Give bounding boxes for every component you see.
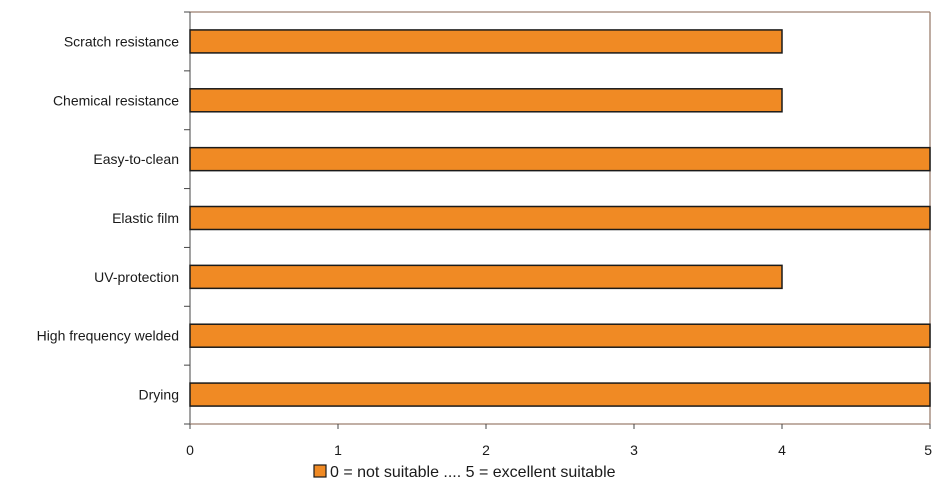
category-labels: Scratch resistance Chemical resistance Eas…	[37, 33, 180, 402]
category-label: Scratch resistance	[64, 33, 179, 49]
legend: 0 = not suitable .... 5 = excellent suit…	[313, 464, 616, 481]
category-label: Elastic film	[112, 210, 179, 226]
x-tick-label: 3	[630, 442, 638, 458]
category-label: Chemical resistance	[53, 92, 179, 108]
bar-uv-protection	[189, 264, 783, 290]
bar-elastic-film	[189, 205, 931, 231]
legend-label: 0 = not suitable .... 5 = excellent suit…	[330, 464, 616, 481]
x-tick-label: 5	[924, 442, 932, 458]
x-tick-label: 4	[778, 442, 786, 458]
bars-group	[189, 29, 931, 407]
bar-chemical-resistance	[189, 88, 783, 113]
bar-high-frequency-welded	[189, 323, 931, 348]
category-label: Drying	[139, 387, 179, 403]
category-label: Easy-to-clean	[93, 151, 179, 167]
category-label: UV-protection	[94, 269, 179, 285]
legend-swatch	[313, 464, 327, 478]
x-axis-ticks: 0 1 2 3 4 5	[186, 424, 932, 458]
bar-drying	[189, 382, 931, 407]
bar-easy-to-clean	[189, 146, 931, 172]
bar-scratch-resistance	[189, 29, 783, 54]
x-tick-label: 0	[186, 442, 194, 458]
x-tick-label: 2	[482, 442, 490, 458]
x-tick-label: 1	[334, 442, 342, 458]
category-label: High frequency welded	[37, 328, 179, 344]
